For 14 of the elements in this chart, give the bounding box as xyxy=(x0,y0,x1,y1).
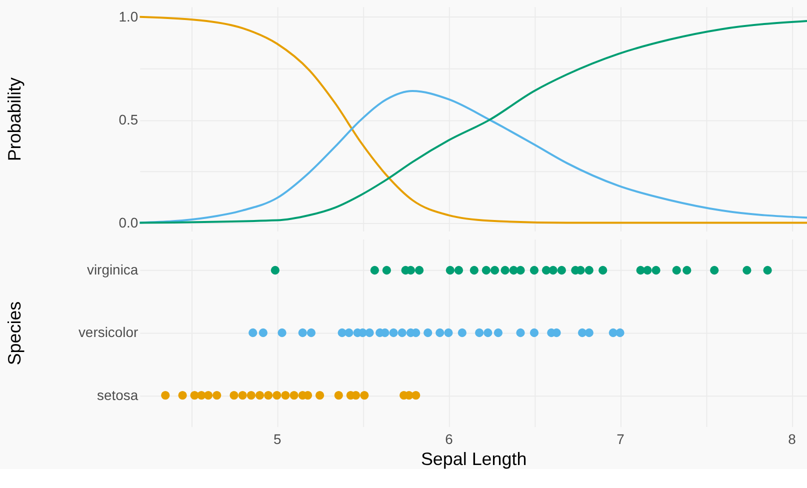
y-tick-label: 0.5 xyxy=(118,111,138,128)
x-tick-label: 8 xyxy=(788,430,796,447)
y-tick-label: 1.0 xyxy=(118,8,138,24)
y-tick-label: setosa xyxy=(97,386,138,403)
y-axis-title: Probability xyxy=(4,77,24,162)
line-series xyxy=(140,90,807,224)
x-axis-title: Sepal Length xyxy=(420,448,527,469)
y-tick-label: versicolor xyxy=(78,324,139,340)
y-tick-label: virginica xyxy=(86,262,138,278)
x-tick-label: 5 xyxy=(274,430,282,447)
x-tick-label: 6 xyxy=(445,430,454,447)
y-tick-label: 0.0 xyxy=(118,214,138,230)
x-tick-label: 7 xyxy=(616,430,625,447)
y-axis-title: Species xyxy=(4,301,24,366)
